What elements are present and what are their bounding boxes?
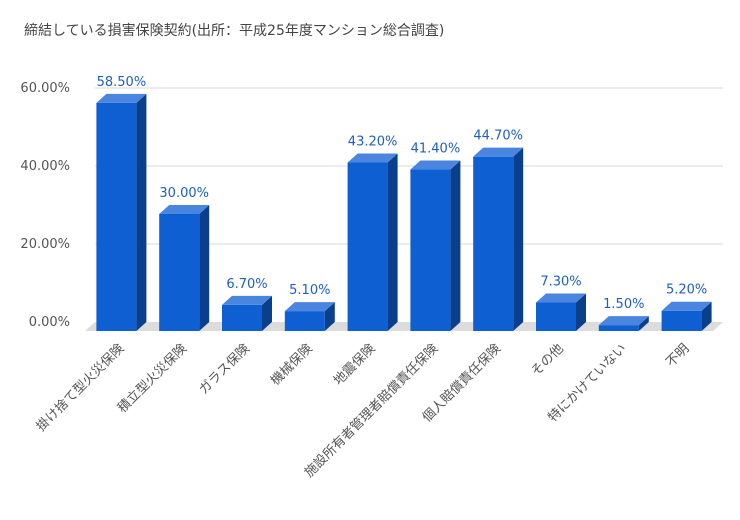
bar-front [159,214,200,331]
data-label: 1.50% [603,297,644,312]
x-tick-label: ガラス保険 [196,341,252,397]
bar-side [638,316,649,331]
data-label: 6.70% [226,277,267,292]
bar [661,301,712,331]
bar-side [324,302,335,331]
bar-side [136,93,147,331]
bar-top [159,205,210,214]
x-tick-label: 掛け捨て型火災保険 [33,341,127,435]
bar-front [222,304,262,331]
data-label: 7.30% [540,275,581,290]
bar-top [536,293,586,303]
bar-front [536,302,576,331]
data-label: 5.20% [666,283,707,298]
bar [536,293,586,331]
bar-side [576,293,586,331]
bar [598,316,649,331]
bar-top [284,302,335,312]
bar-top [410,160,461,170]
bar-side [701,301,712,331]
bar-front [661,310,702,331]
bar [473,147,524,331]
chart-title: 締結している損害保険契約(出所：平成25年度マンション総合調査) [24,23,445,39]
data-label: 30.00% [159,186,209,201]
bar-side [387,153,398,331]
y-tick-label: 40.00% [20,159,70,174]
y-tick-label: 0.00% [29,315,70,330]
data-label: 41.40% [411,142,461,157]
bar-side [450,160,461,331]
data-label: 44.70% [473,129,523,144]
bar-top [598,316,649,326]
bar-top [661,301,712,311]
bar-side [513,147,524,331]
bar-front [347,162,388,331]
bar [159,205,210,331]
bar-side [262,295,272,331]
data-label: 5.10% [289,283,330,298]
x-tick-label: 施設所有者管理者賠償責任保険 [301,341,441,481]
x-tick-label: 機械保険 [268,341,315,388]
bar-front [284,311,325,331]
bar-top [473,147,524,157]
bar-front [598,325,639,331]
x-tick-label: 不明 [663,341,692,370]
x-tick-label: 地震保険 [331,341,378,388]
y-tick-label: 20.00% [20,237,70,252]
bar [96,93,147,331]
bar-front [410,169,451,331]
y-axis-ticks: 0.00% 20.00% 40.00% 60.00% [20,81,70,330]
data-label: 58.50% [97,75,147,90]
bar-front [473,156,514,331]
bar-side [199,205,210,331]
x-tick-label: その他 [529,341,567,379]
bar-top [347,153,398,163]
data-label: 43.20% [348,135,398,150]
y-tick-label: 60.00% [20,81,70,96]
bar [222,295,272,331]
bar-top [222,295,272,305]
bar-top [96,93,147,103]
bar [410,160,461,331]
bar [284,302,335,331]
data-labels: 58.50% 30.00% 6.70% 5.10% 43.20% 41.40% 44.70%… [97,75,708,312]
bar [347,153,398,331]
bar-front [96,102,137,331]
bars [96,93,712,331]
